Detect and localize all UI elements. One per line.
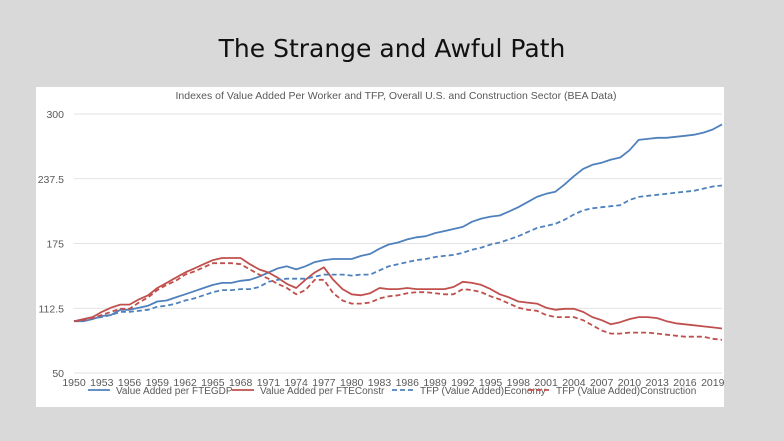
x-tick-label: 1986: [396, 377, 420, 389]
legend-label: TFP (Value Added)Economy: [420, 386, 546, 397]
x-tick-label: 1959: [146, 377, 170, 389]
x-tick-label: 1962: [173, 377, 197, 389]
x-tick-label: 2001: [534, 377, 558, 389]
x-tick-label: 1995: [479, 377, 503, 389]
y-tick-label: 112.5: [39, 303, 65, 315]
legend-label: Value Added per FTEConstr: [260, 386, 385, 397]
x-tick-label: 1980: [340, 377, 364, 389]
line-chart: Indexes of Value Added Per Worker and TF…: [38, 90, 724, 397]
gridlines: [74, 113, 722, 374]
x-tick-label: 2013: [646, 377, 670, 389]
slide-title: The Strange and Awful Path: [218, 34, 566, 63]
x-axis-ticks: 1950 1953 1956 1959 1962 1965 1968 1971 1974 1977…: [62, 377, 724, 389]
x-tick-label: 2004: [562, 377, 586, 389]
x-tick-label: 1950: [62, 377, 86, 389]
x-tick-label: 1989: [423, 377, 447, 389]
legend-label: Value Added per FTEGDP: [116, 386, 233, 397]
series-line-1: [74, 123, 723, 323]
series-line-4: [73, 262, 723, 341]
x-tick-label: 1992: [451, 377, 475, 389]
x-tick-label: 1965: [201, 377, 225, 389]
y-tick-label: 175: [46, 239, 64, 251]
y-axis-ticks: 50 112.5 175 237.5 300: [38, 109, 64, 380]
x-tick-label: 1953: [90, 377, 114, 389]
chart-title: Indexes of Value Added Per Worker and TF…: [175, 90, 616, 102]
x-tick-label: 1998: [507, 377, 531, 389]
x-tick-label: 2007: [590, 377, 614, 389]
x-tick-label: 1983: [368, 377, 392, 389]
series-line-3: [73, 184, 723, 323]
x-tick-label: 2016: [673, 377, 697, 389]
x-tick-label: 2010: [618, 377, 642, 389]
series-lines: [73, 123, 723, 341]
y-tick-label: 300: [46, 109, 64, 121]
series-line-2: [73, 257, 723, 330]
x-tick-label: 1977: [312, 377, 336, 389]
x-tick-label: 1971: [257, 377, 281, 389]
legend: Value Added per FTEGDP Value Added per FT…: [88, 386, 696, 397]
x-tick-label: 2019: [701, 377, 724, 389]
x-tick-label: 1956: [118, 377, 142, 389]
legend-label: TFP (Value Added)Construction: [556, 386, 696, 397]
x-tick-label: 1968: [229, 377, 253, 389]
chart-panel: Indexes of Value Added Per Worker and TF…: [36, 87, 724, 407]
x-tick-label: 1974: [284, 377, 308, 389]
y-tick-label: 237.5: [38, 174, 64, 186]
y-tick-label: 50: [52, 368, 64, 380]
